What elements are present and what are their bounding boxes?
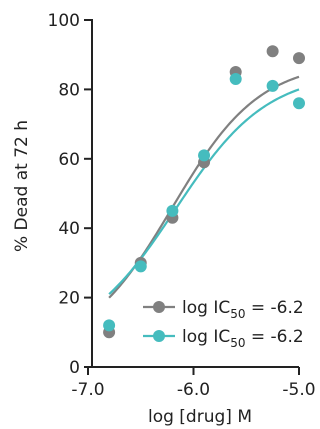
data-point xyxy=(293,52,305,65)
legend: log IC50 = -6.2 log IC50 = -6.2 xyxy=(143,298,304,350)
legend-label: log IC50 = -6.2 xyxy=(182,327,304,350)
data-point xyxy=(266,79,279,92)
data-point xyxy=(103,319,116,332)
data-point xyxy=(229,72,242,85)
y-axis-label: % Dead at 72 h xyxy=(12,120,32,252)
data-point xyxy=(198,149,211,162)
x-ticks: -7.0 -6.0 -5.0 xyxy=(71,367,316,400)
x-tick-label: -6.0 xyxy=(177,380,210,400)
y-tick-label: 100 xyxy=(48,11,80,31)
legend-marker xyxy=(153,330,165,342)
y-tick-label: 60 xyxy=(58,150,80,170)
axes xyxy=(91,19,299,368)
data-point xyxy=(134,260,147,273)
y-tick-label: 40 xyxy=(58,219,80,239)
data-point xyxy=(266,45,279,58)
data-point xyxy=(166,204,179,217)
x-tick-label: -7.0 xyxy=(71,380,104,400)
y-tick-label: 20 xyxy=(58,289,80,309)
data-point xyxy=(293,97,305,110)
y-ticks: 0 20 40 60 80 100 xyxy=(48,11,92,378)
data-points xyxy=(103,45,305,339)
legend-marker xyxy=(153,301,165,313)
y-tick-label: 80 xyxy=(58,80,80,100)
legend-label: log IC50 = -6.2 xyxy=(182,298,304,321)
x-axis-label: log [drug] M xyxy=(148,407,252,427)
y-tick-label: 0 xyxy=(69,358,80,378)
x-tick-label: -5.0 xyxy=(282,380,315,400)
